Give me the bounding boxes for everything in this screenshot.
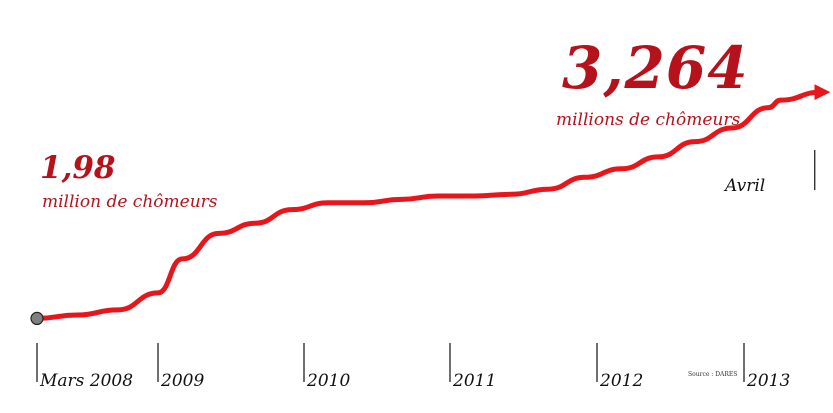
x-tick-label: Mars 2008 [39, 371, 133, 391]
start-point-marker [30, 311, 44, 325]
x-tick-label: 2013 [746, 371, 790, 391]
x-tick-label: 2009 [160, 371, 204, 391]
end-unit-label: millions de chômeurs [556, 110, 741, 130]
x-tick-label: 2011 [452, 371, 496, 391]
end-value-label: 3,264 [562, 34, 749, 102]
source-note: Source : DARES [688, 371, 738, 378]
end-month-label: Avril [725, 176, 766, 196]
x-tick-label: 2012 [599, 371, 643, 391]
start-unit-label: million de chômeurs [42, 192, 218, 212]
x-tick-label: 2010 [306, 371, 350, 391]
start-value-label: 1,98 [40, 150, 116, 186]
unemployment-series-line [34, 84, 831, 321]
